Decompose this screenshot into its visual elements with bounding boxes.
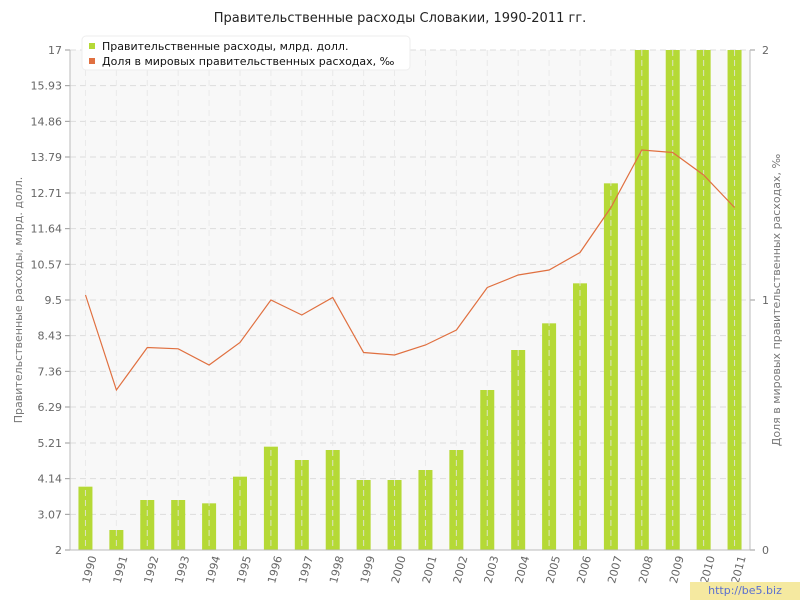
vertical-grid: [84, 50, 736, 550]
x-tick-label: 2006: [574, 554, 594, 584]
y-left-tick-label: 8.43: [38, 330, 63, 343]
bar: [573, 283, 587, 550]
chart-title: Правительственные расходы Словакии, 1990…: [214, 11, 587, 26]
x-tick-label: 2001: [420, 554, 440, 584]
y-left-tick-label: 10.57: [31, 258, 63, 271]
y-left-tick-label: 3.07: [38, 508, 63, 521]
x-tick-label: 2010: [698, 554, 718, 584]
x-tick-label: 1999: [358, 554, 378, 584]
y-right-tick-label: 0: [762, 544, 769, 557]
x-tick-label: 2000: [389, 554, 409, 584]
y-left-axis-title: Правительственные расходы, млрд. долл.: [12, 177, 25, 423]
x-tick-label: 2009: [667, 554, 687, 584]
x-tick-label: 1996: [265, 554, 285, 584]
bar: [202, 503, 217, 550]
x-tick-label: 2004: [513, 554, 533, 584]
y-right-tick-label: 1: [762, 294, 769, 307]
x-tick-label: 1990: [80, 554, 100, 584]
x-tick-label: 2003: [482, 554, 502, 584]
y-left-tick-label: 12.71: [31, 187, 63, 200]
y-left-tick-label: 9.5: [45, 294, 63, 307]
y-left-tick-label: 11.64: [31, 223, 63, 236]
x-tick-label: 1998: [327, 554, 347, 584]
y-left-tick-label: 13.79: [31, 151, 63, 164]
y-left-tick-label: 7.36: [38, 365, 63, 378]
x-tick-label: 1994: [203, 554, 223, 584]
bar: [542, 323, 557, 550]
watermark: http://be5.biz: [690, 582, 800, 600]
y-left-tick-label: 14.86: [31, 115, 63, 128]
x-tick-label: 2011: [729, 554, 749, 584]
y-left-tick-label: 15.93: [31, 80, 63, 93]
x-tick-label: 2002: [451, 554, 471, 584]
legend-label: Доля в мировых правительственных расхода…: [102, 55, 395, 68]
bar: [263, 446, 278, 550]
x-tick-label: 1993: [173, 554, 193, 584]
x-tick-label: 1997: [296, 554, 316, 584]
legend-box: [81, 35, 411, 71]
y-left-tick-label: 6.29: [38, 401, 63, 414]
share-line: [84, 149, 735, 392]
line-series: [84, 149, 735, 392]
legend-swatch: [89, 43, 95, 49]
x-tick-label: 2007: [605, 554, 625, 584]
x-tick-label: 1991: [111, 554, 131, 584]
x-tick-label: 2008: [636, 554, 656, 584]
y-left-tick-label: 2: [55, 544, 62, 557]
x-tick-label: 2005: [543, 554, 563, 584]
y-left-tick-label: 5.21: [38, 437, 63, 450]
y-right-axis-title: Доля в мировых правительственных расхода…: [770, 154, 783, 447]
x-tick-label: 1995: [234, 554, 254, 584]
y-left-tick-label: 17: [48, 44, 62, 57]
legend: Правительственные расходы, млрд. долл. До…: [81, 35, 411, 71]
bar: [603, 183, 618, 551]
legend-swatch: [89, 58, 95, 64]
x-tick-label: 1992: [142, 554, 162, 584]
legend-label: Правительственные расходы, млрд. долл.: [102, 40, 348, 53]
bar: [78, 486, 93, 550]
y-left-tick-label: 4.14: [38, 473, 63, 486]
y-right-tick-label: 2: [762, 44, 769, 57]
